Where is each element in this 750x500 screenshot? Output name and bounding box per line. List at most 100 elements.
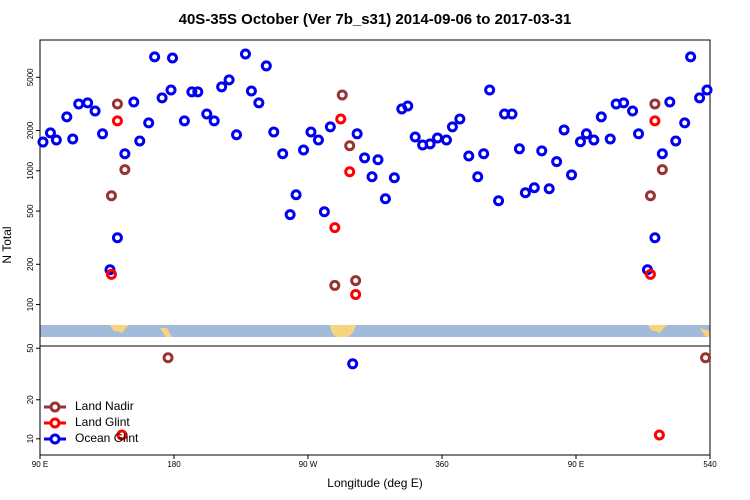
y-tick-label: 5000	[26, 68, 35, 86]
point	[351, 128, 363, 140]
point	[493, 195, 505, 207]
point	[82, 97, 94, 109]
map-strip	[40, 325, 710, 337]
point	[633, 128, 645, 140]
point	[588, 134, 600, 146]
point	[223, 74, 235, 86]
point	[208, 115, 220, 127]
point	[506, 108, 518, 120]
point	[670, 135, 682, 147]
point	[566, 169, 578, 181]
land	[110, 325, 129, 333]
point	[440, 134, 452, 146]
point	[366, 171, 378, 183]
point	[44, 127, 56, 139]
y-tick-label: 10	[26, 434, 35, 443]
x-tick-label: 90 E	[32, 460, 48, 469]
y-tick-label: 500	[26, 204, 35, 218]
x-tick-label: 540	[703, 460, 717, 469]
point	[290, 189, 302, 201]
point	[61, 111, 73, 123]
legend-label: Land Nadir	[75, 399, 134, 413]
point	[372, 154, 384, 166]
point	[167, 52, 179, 64]
point	[478, 148, 490, 160]
point	[454, 113, 466, 125]
point	[627, 105, 639, 117]
point	[432, 132, 444, 144]
point	[644, 190, 656, 202]
x-tick-label: 360	[435, 460, 449, 469]
y-tick-label: 20	[26, 395, 35, 404]
legend-marker	[49, 401, 61, 413]
legend-marker	[49, 417, 61, 429]
land	[700, 328, 710, 337]
point	[312, 134, 324, 146]
point	[245, 85, 257, 97]
point	[701, 84, 713, 96]
point	[162, 352, 174, 364]
x-tick-label: 180	[167, 460, 181, 469]
point	[149, 51, 161, 63]
y-tick-label: 1000	[26, 161, 35, 179]
point	[649, 98, 661, 110]
point	[201, 108, 213, 120]
point	[528, 182, 540, 194]
point	[604, 133, 616, 145]
point	[350, 288, 362, 300]
point	[656, 164, 668, 176]
point	[268, 126, 280, 138]
point	[216, 81, 228, 93]
point	[519, 187, 531, 199]
x-tick-label: 90 E	[568, 460, 584, 469]
x-axis-label: Longitude (deg E)	[327, 476, 422, 490]
point	[329, 222, 341, 234]
point	[105, 268, 117, 280]
ocean-strip	[40, 325, 710, 337]
point	[50, 134, 62, 146]
point	[231, 129, 243, 141]
y-axis-label: N Total	[0, 226, 14, 263]
point	[318, 206, 330, 218]
point	[73, 98, 85, 110]
point	[119, 148, 131, 160]
land	[330, 325, 356, 337]
point	[178, 115, 190, 127]
point	[484, 84, 496, 96]
point	[700, 352, 712, 364]
y-tick-label: 200	[26, 257, 35, 271]
point	[324, 121, 336, 133]
land	[648, 325, 667, 333]
point	[347, 358, 359, 370]
point	[143, 117, 155, 129]
point	[111, 98, 123, 110]
y-tick-label: 50	[26, 343, 35, 352]
point	[543, 183, 555, 195]
point	[446, 121, 458, 133]
point	[298, 144, 310, 156]
point	[359, 152, 371, 164]
point	[37, 136, 49, 148]
x-tick-label: 90 W	[299, 460, 318, 469]
point	[656, 148, 668, 160]
point	[335, 113, 347, 125]
point	[344, 166, 356, 178]
point	[329, 279, 341, 291]
point	[156, 92, 168, 104]
point	[128, 96, 140, 108]
point	[111, 232, 123, 244]
point	[253, 97, 265, 109]
point	[119, 164, 131, 176]
point	[284, 209, 296, 221]
point	[580, 128, 592, 140]
point	[97, 128, 109, 140]
point	[350, 275, 362, 287]
legend-label: Land Glint	[75, 415, 130, 429]
point	[664, 96, 676, 108]
legend-label: Ocean Glint	[75, 431, 139, 445]
point	[379, 193, 391, 205]
point	[388, 172, 400, 184]
point	[134, 135, 146, 147]
point	[165, 84, 177, 96]
